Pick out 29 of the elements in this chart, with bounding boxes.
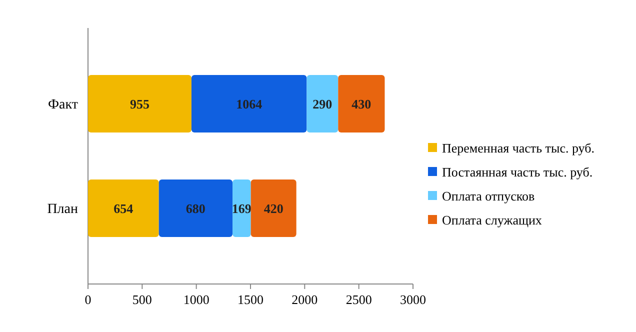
x-tick-label: 1500 — [238, 292, 264, 307]
x-tick-label: 3000 — [400, 292, 426, 307]
data-label: 290 — [312, 96, 332, 112]
legend-label: Оплата отпусков — [442, 188, 535, 204]
x-tick-label: 1000 — [183, 292, 210, 307]
y-tick-label: Факт — [48, 98, 78, 113]
legend-label: Постаянная часть тыс. руб. — [442, 164, 593, 180]
y-tick-label: План — [47, 202, 78, 218]
data-label: 654 — [114, 200, 134, 216]
legend-label: Оплата служащих — [442, 212, 542, 228]
x-tick-label: 2500 — [346, 292, 372, 307]
legend-label: Переменная часть тыс. руб. — [442, 140, 594, 156]
data-label: 430 — [352, 96, 372, 112]
bar — [250, 180, 296, 237]
bar — [338, 75, 385, 132]
bar — [191, 75, 307, 132]
x-tick-label: 500 — [132, 292, 152, 307]
bar — [88, 75, 192, 132]
data-label: 1064 — [236, 96, 263, 112]
data-label: 955 — [130, 96, 150, 112]
x-tick-label: 2000 — [292, 292, 318, 307]
data-label: 680 — [186, 200, 206, 216]
bar — [158, 180, 233, 237]
data-label: 420 — [264, 200, 284, 216]
data-label: 169 — [232, 200, 252, 216]
bar — [306, 75, 338, 132]
bar — [232, 180, 251, 237]
bar — [88, 180, 159, 237]
x-tick-label: 0 — [84, 292, 92, 307]
